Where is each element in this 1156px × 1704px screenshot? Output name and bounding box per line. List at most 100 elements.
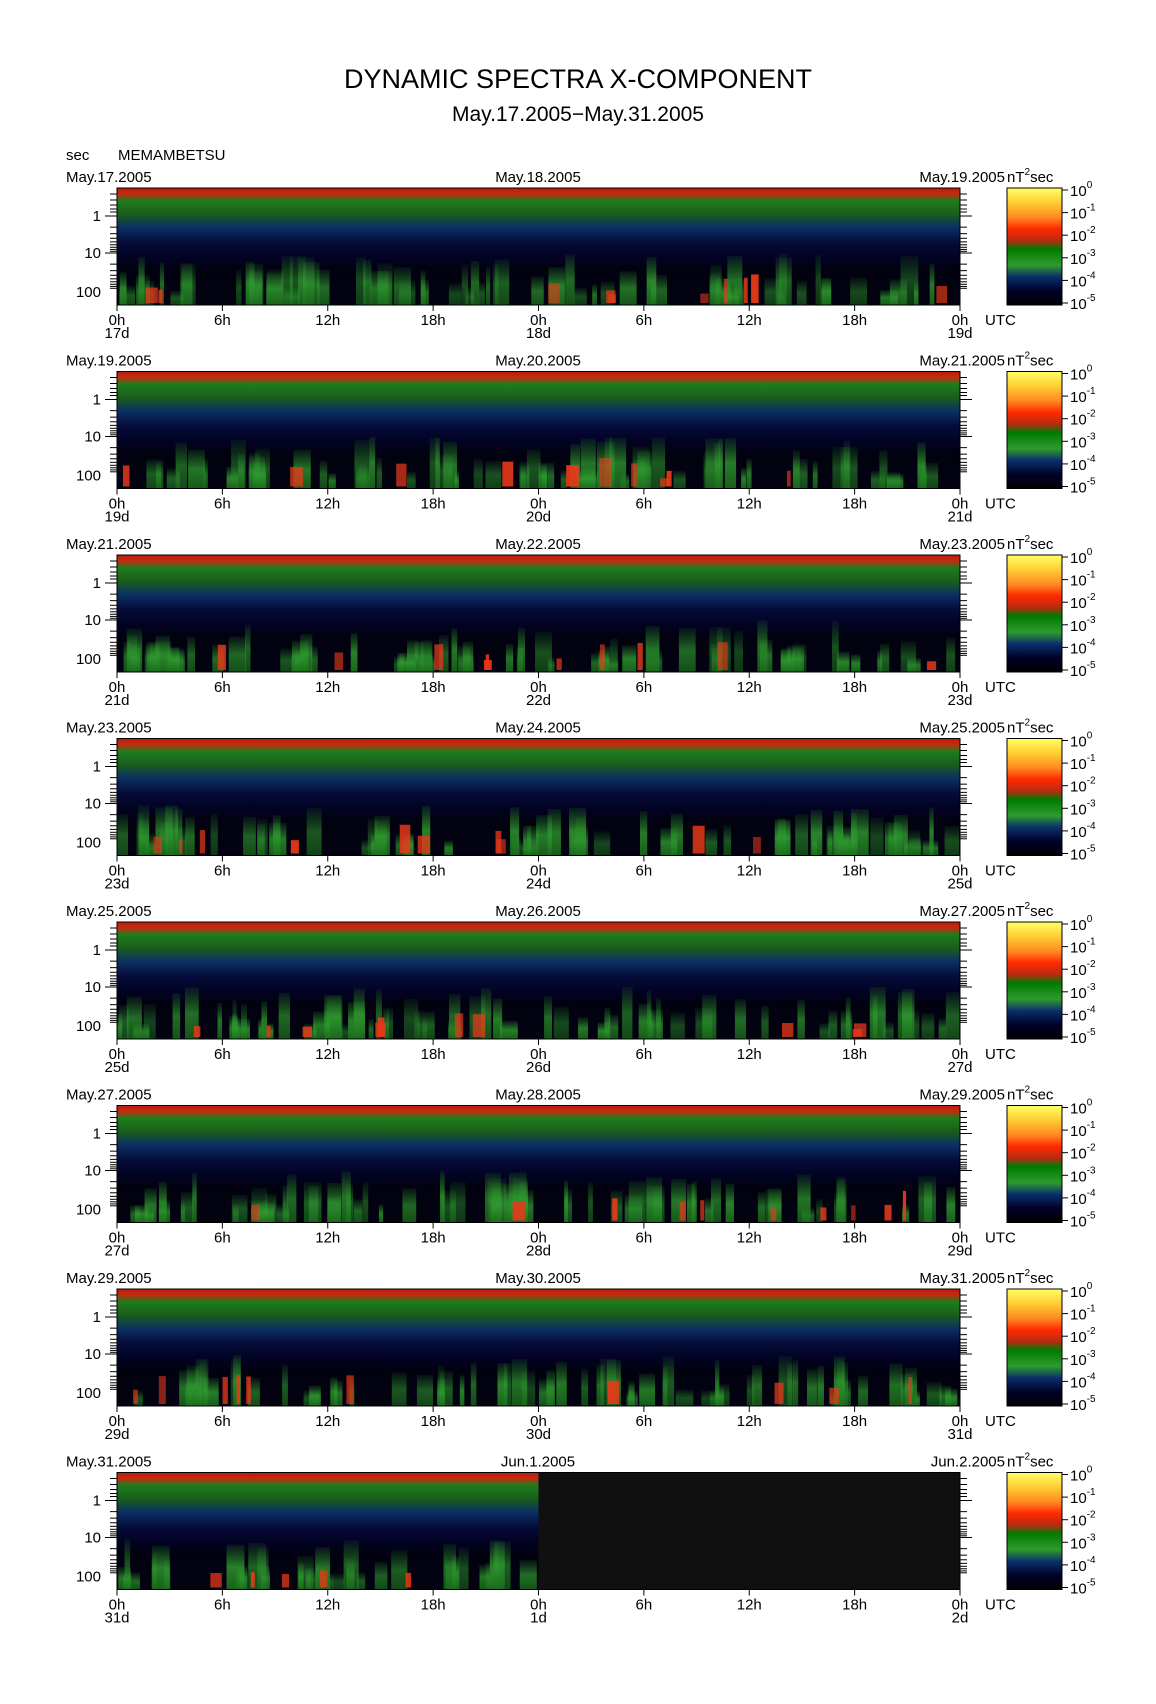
activity-burst	[505, 643, 514, 672]
day-label: 25d	[947, 876, 972, 893]
activity-hotspot	[700, 1200, 705, 1221]
activity-burst	[346, 1184, 354, 1223]
activity-burst	[124, 1539, 131, 1590]
activity-burst	[663, 1356, 675, 1406]
activity-burst	[203, 1378, 219, 1406]
panel-start-date: May.23.2005	[66, 720, 152, 737]
panel-mid-date: May.26.2005	[495, 903, 581, 920]
activity-hotspot	[158, 1376, 166, 1404]
activity-burst	[548, 657, 555, 672]
panel-end-date: May.29.2005	[919, 1087, 1005, 1104]
x-tick-label: 12h	[737, 863, 762, 880]
activity-burst	[678, 628, 696, 672]
activity-hotspot	[607, 1380, 619, 1404]
activity-burst	[319, 460, 328, 489]
activity-burst	[926, 1382, 942, 1406]
activity-burst	[816, 1198, 824, 1223]
activity-burst	[619, 271, 637, 305]
activity-burst	[172, 993, 181, 1039]
activity-hotspot	[660, 478, 670, 487]
activity-burst	[439, 1171, 445, 1223]
spectrogram-panel-2: May.19.2005 May.20.2005 May.21.2005 nT2sec 1…	[66, 351, 1096, 526]
activity-burst	[454, 471, 459, 489]
activity-burst	[442, 1190, 456, 1223]
activity-burst	[797, 1174, 811, 1223]
activity-burst	[880, 290, 899, 305]
x-tick-label: 12h	[315, 1413, 340, 1430]
x-tick-label: 18h	[842, 1046, 867, 1063]
colorbar-tick-label: 10-1	[1070, 1304, 1096, 1324]
activity-burst	[416, 1374, 434, 1406]
panel-mid-date: May.28.2005	[495, 1087, 581, 1104]
activity-burst	[439, 635, 449, 672]
colorbar-tick-label: 10-3	[1070, 1532, 1096, 1552]
activity-burst	[938, 1018, 947, 1039]
activity-burst	[828, 1010, 838, 1039]
colorbar-tick-label: 10-5	[1070, 293, 1096, 313]
activity-burst	[126, 996, 142, 1039]
activity-hotspot	[246, 1376, 251, 1404]
activity-burst	[889, 1363, 903, 1406]
activity-burst	[134, 1390, 143, 1406]
activity-hotspot	[752, 836, 761, 854]
activity-burst	[493, 998, 503, 1039]
activity-burst	[470, 1362, 477, 1406]
day-label: 25d	[104, 1059, 129, 1076]
colorbar	[1006, 1472, 1063, 1590]
y-tick-label: 100	[76, 1202, 101, 1219]
activity-hotspot	[700, 293, 709, 303]
x-tick-label: 0h	[109, 679, 126, 696]
day-label: 24d	[526, 876, 551, 893]
colorbar-unit-label: nT2sec	[1007, 167, 1054, 186]
x-tick-label: 18h	[421, 863, 446, 880]
colorbar-unit-label: nT2sec	[1007, 1085, 1054, 1104]
activity-hotspot	[496, 839, 506, 854]
activity-burst	[795, 814, 808, 856]
activity-burst	[327, 1182, 342, 1223]
activity-burst	[711, 643, 722, 672]
colorbar-tick-label: 10-4	[1070, 1371, 1096, 1391]
activity-burst	[944, 825, 960, 856]
activity-burst	[309, 1385, 321, 1406]
activity-burst	[527, 825, 539, 856]
activity-hotspot	[600, 644, 605, 670]
colorbar-tick-label: 10-5	[1070, 477, 1096, 497]
y-tick-label: 1	[93, 575, 101, 592]
activity-burst	[379, 1204, 384, 1223]
activity-burst	[239, 1566, 248, 1590]
activity-burst	[637, 450, 652, 489]
activity-burst	[872, 995, 878, 1039]
x-tick-label: 0h	[952, 1046, 969, 1063]
colorbar-tick-label: 10-3	[1070, 798, 1096, 818]
x-tick-label: 6h	[214, 1413, 231, 1430]
y-tick-label: 1	[93, 1493, 101, 1510]
activity-burst	[238, 453, 245, 489]
activity-hotspot	[266, 1025, 271, 1037]
activity-hotspot	[743, 277, 748, 303]
activity-burst	[907, 657, 921, 672]
colorbar-tick-label: 100	[1070, 180, 1093, 200]
activity-hotspot	[122, 465, 130, 487]
x-tick-label: 18h	[421, 679, 446, 696]
activity-burst	[526, 449, 541, 489]
activity-burst	[226, 466, 239, 489]
activity-burst	[723, 825, 732, 856]
colorbar-unit-label: nT2sec	[1007, 718, 1054, 737]
activity-burst	[796, 280, 807, 305]
activity-burst	[624, 1194, 643, 1223]
activity-burst	[465, 287, 474, 305]
activity-burst	[283, 287, 300, 305]
activity-burst	[812, 832, 818, 856]
activity-burst	[851, 654, 861, 672]
activity-burst	[398, 280, 416, 305]
activity-burst	[230, 1358, 241, 1406]
activity-burst	[918, 1176, 936, 1223]
activity-burst	[565, 254, 575, 305]
activity-burst	[626, 1391, 638, 1406]
x-tick-label: 12h	[315, 1597, 340, 1614]
spectrogram-panel-3: May.21.2005 May.22.2005 May.23.2005 nT2sec 1…	[66, 534, 1096, 709]
activity-burst	[757, 620, 768, 672]
activity-burst	[156, 462, 162, 489]
activity-burst	[146, 840, 157, 856]
activity-burst	[387, 1007, 393, 1039]
